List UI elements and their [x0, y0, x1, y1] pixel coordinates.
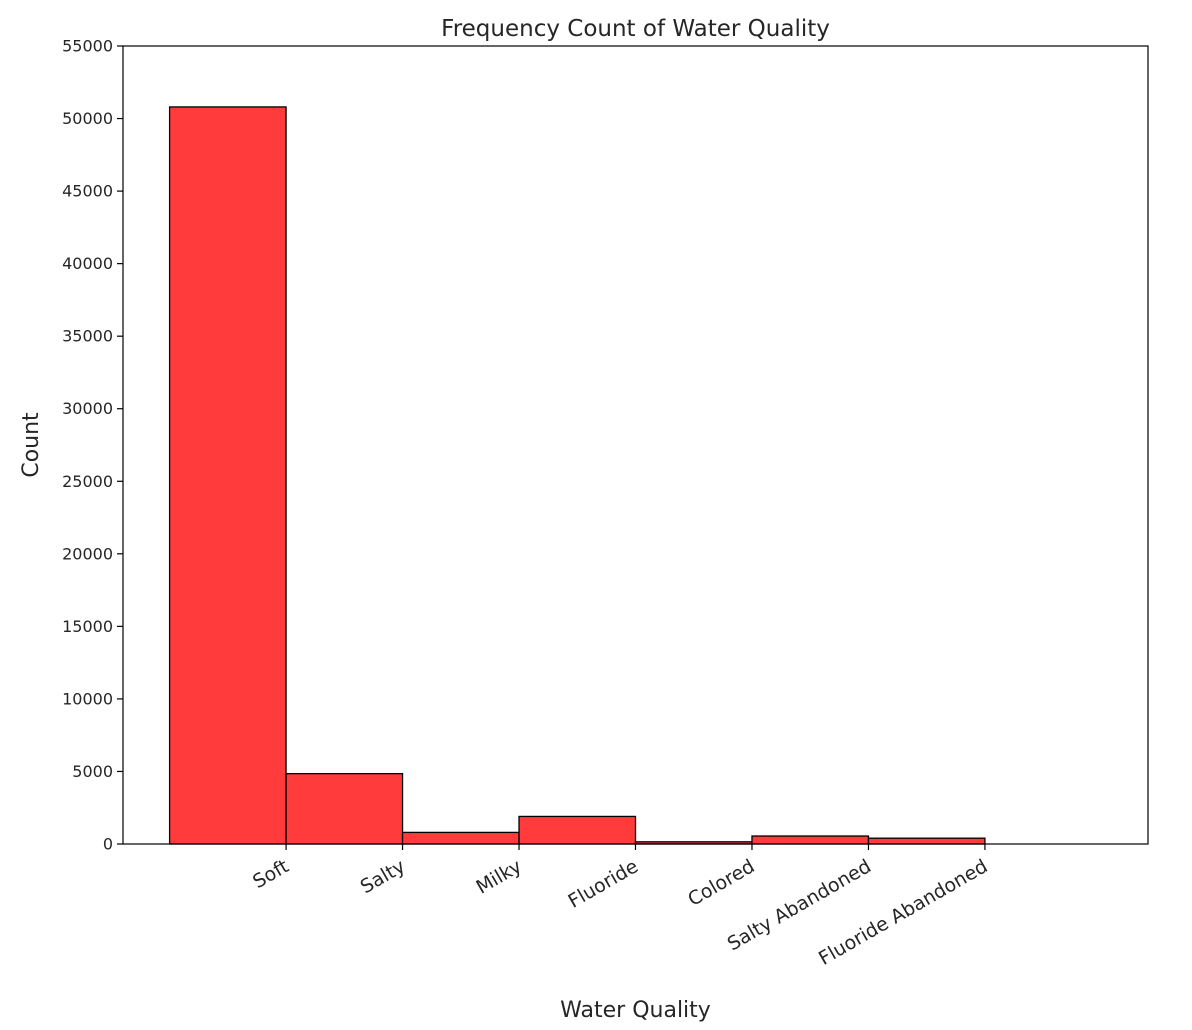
y-tick-label: 30000 — [62, 399, 113, 418]
y-tick-label: 20000 — [62, 544, 113, 563]
y-tick-label: 40000 — [62, 254, 113, 273]
x-tick-label: Soft — [249, 855, 292, 893]
bar-salty-abandoned — [751, 835, 870, 845]
y-tick-label: 50000 — [62, 109, 113, 128]
y-axis-title: Count — [19, 412, 44, 478]
y-tick-label: 55000 — [62, 37, 113, 56]
x-tick-label: Fluoride — [565, 855, 642, 912]
y-tick-label: 15000 — [62, 617, 113, 636]
bar-milky — [401, 831, 520, 845]
y-tick-label: 35000 — [62, 327, 113, 346]
x-tick-label: Milky — [472, 855, 525, 898]
bar-fluoride-abandoned — [867, 837, 986, 845]
y-tick-label: 25000 — [62, 472, 113, 491]
y-tick-label: 5000 — [72, 762, 113, 781]
x-axis-title: Water Quality — [560, 998, 711, 1023]
plot-frame — [122, 45, 1149, 845]
x-tick-label: Colored — [684, 855, 758, 911]
bar-salty — [285, 772, 404, 845]
y-tick-label: 10000 — [62, 689, 113, 708]
x-tick-label: Salty — [357, 855, 409, 898]
bar-soft — [168, 106, 287, 845]
bar-fluoride — [518, 815, 637, 845]
y-tick-label: 0 — [103, 835, 113, 854]
bars-group — [168, 106, 986, 845]
chart-title: Frequency Count of Water Quality — [441, 16, 830, 42]
y-axis: 0 5000 10000 15000 20000 25000 30000 35000 40000… — [62, 37, 123, 854]
y-tick-label: 45000 — [62, 182, 113, 201]
